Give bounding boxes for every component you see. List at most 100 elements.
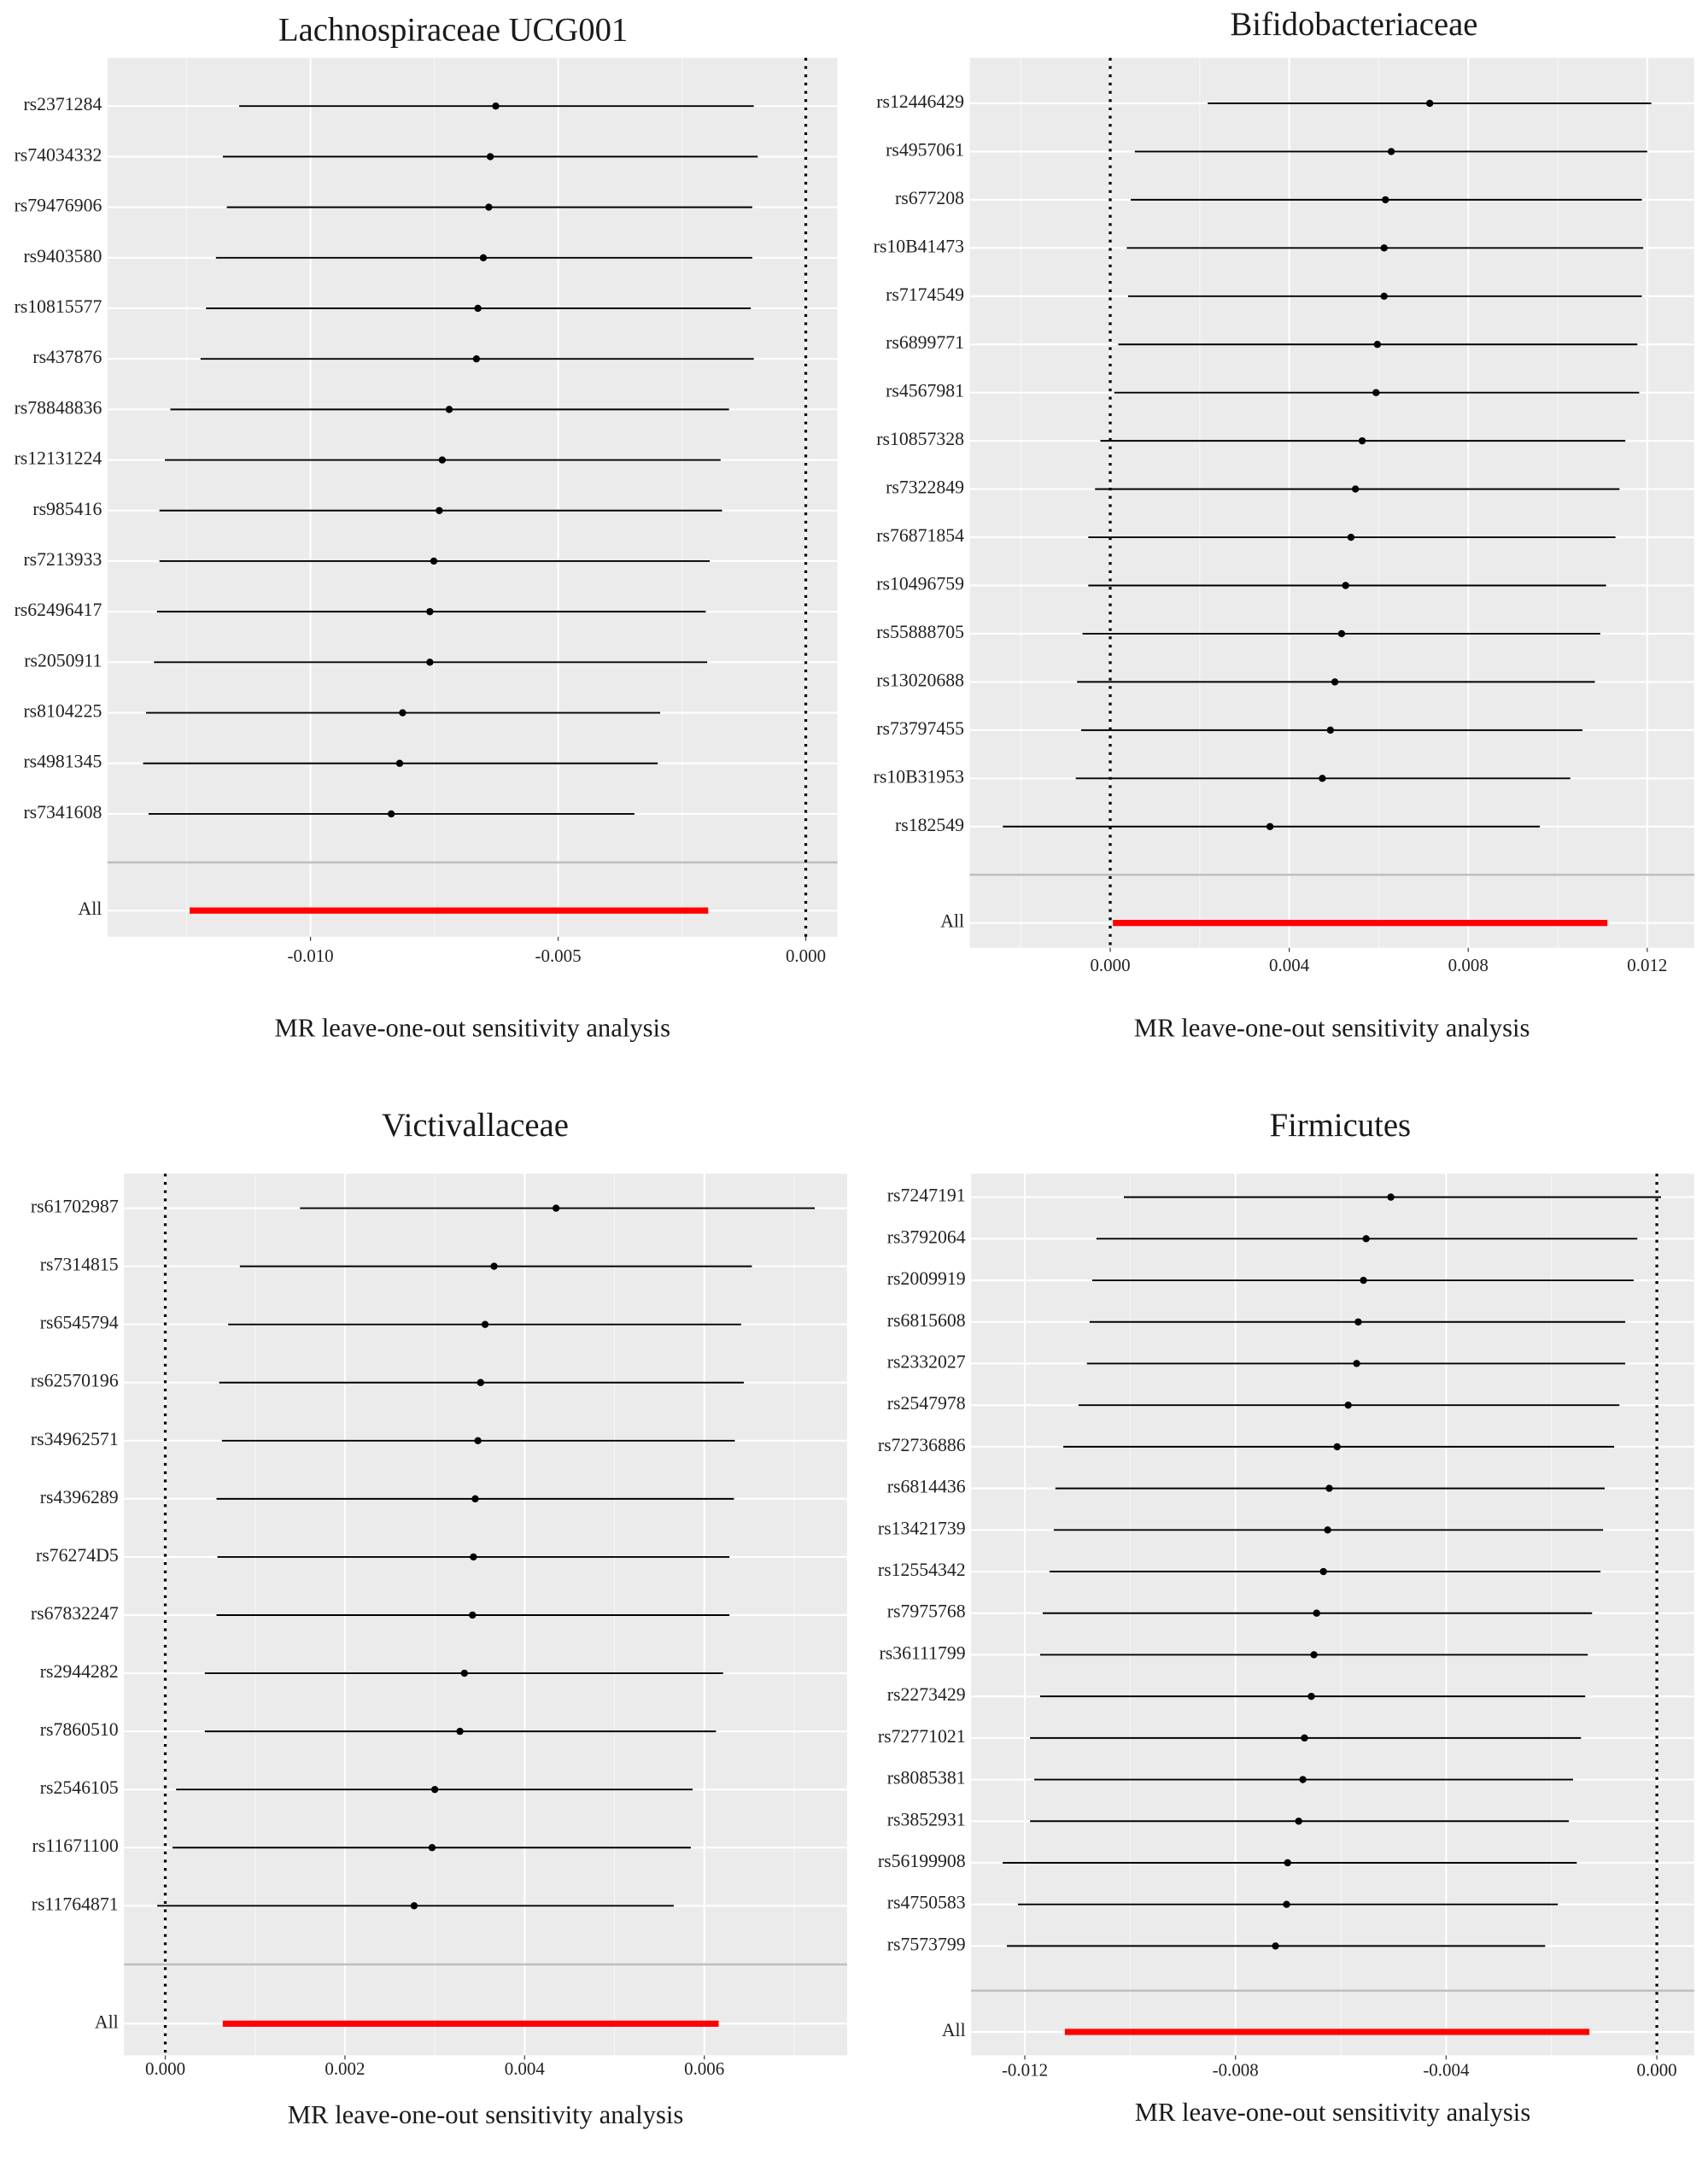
point-estimate (479, 254, 488, 261)
point-estimate (1380, 292, 1388, 300)
plot-background (107, 57, 838, 937)
row-label: rs62570196 (31, 1371, 119, 1391)
row-label: rs10496759 (876, 574, 964, 594)
point-estimate (395, 759, 404, 767)
point-estimate (1326, 726, 1335, 735)
row-label: rs12554342 (878, 1560, 966, 1580)
x-axis-title: MR leave-one-out sensitivity analysis (1135, 2098, 1531, 2127)
row-label: rs76274D5 (36, 1545, 119, 1566)
row-label: All (79, 899, 102, 919)
point-estimate (472, 354, 481, 363)
x-tick-label: 0.000 (786, 945, 826, 966)
point-estimate (481, 1320, 489, 1328)
point-estimate (428, 1844, 436, 1852)
row-label: rs4957061 (886, 139, 964, 160)
summary-estimate (1324, 2029, 1330, 2034)
x-tick-label: 0.012 (1627, 955, 1667, 975)
summary-estimate (468, 2021, 474, 2027)
point-estimate (1319, 775, 1326, 782)
row-label: rs7573799 (887, 1934, 966, 1954)
point-estimate (1342, 582, 1349, 589)
point-estimate (1299, 1776, 1307, 1783)
x-tick-label: -0.008 (1213, 2060, 1259, 2081)
point-estimate (1301, 1734, 1308, 1742)
point-estimate (1283, 1900, 1290, 1908)
row-label: rs9403580 (23, 246, 102, 266)
row-label: rs985416 (32, 499, 102, 519)
forest-panel: Bifidobacteriaceae MR leave-one-out sensi… (874, 7, 1694, 1042)
point-estimate (492, 102, 500, 110)
row-label: rs2050911 (24, 650, 102, 670)
row-label: rs55888705 (876, 622, 964, 642)
x-tick-label: 0.004 (505, 2058, 546, 2079)
row-label: rs7314815 (40, 1255, 119, 1275)
point-estimate (460, 1669, 469, 1677)
point-estimate (1307, 1692, 1315, 1701)
row-label: rs2009919 (887, 1268, 966, 1289)
row-label: rs10B31953 (874, 766, 965, 787)
point-estimate (430, 1785, 439, 1794)
plot-background (969, 57, 1694, 948)
row-label: rs4750583 (887, 1893, 966, 1913)
row-label: rs7975768 (887, 1601, 966, 1622)
row-label: rs78848836 (15, 397, 102, 418)
row-label: rs2332027 (887, 1351, 966, 1372)
row-label: rs10815577 (15, 296, 102, 317)
point-estimate (1324, 1526, 1331, 1534)
row-label: rs76871854 (876, 525, 964, 546)
row-label: rs677208 (895, 188, 964, 208)
x-tick-label: 0.002 (325, 2058, 365, 2079)
row-label: rs11764871 (32, 1894, 119, 1914)
summary-estimate (1358, 920, 1364, 926)
row-label: All (942, 2020, 966, 2040)
point-estimate (1319, 1567, 1327, 1576)
row-label: rs7247191 (887, 1185, 966, 1206)
point-estimate (552, 1204, 560, 1212)
row-label: All (95, 2011, 119, 2032)
forest-panel: Lachnospiraceae UCG001 MR leave-one-out s… (15, 13, 838, 1042)
point-estimate (1337, 629, 1346, 638)
point-estimate (1284, 1859, 1291, 1867)
row-label: rs61702987 (31, 1197, 119, 1217)
x-tick-label: 0.000 (1090, 955, 1130, 975)
row-label: rs7860510 (40, 1719, 119, 1740)
x-tick-label: 0.006 (684, 2058, 724, 2079)
row-label: rs7174549 (886, 284, 964, 305)
point-estimate (470, 1553, 477, 1561)
row-label: rs6545794 (40, 1313, 119, 1333)
row-label: rs7341608 (23, 802, 102, 822)
row-label: rs72736886 (878, 1435, 966, 1455)
point-estimate (490, 1262, 498, 1270)
row-label: rs4981345 (23, 752, 102, 772)
point-estimate (1310, 1651, 1318, 1659)
point-estimate (1354, 1318, 1362, 1326)
point-estimate (1425, 99, 1434, 108)
point-estimate (1347, 533, 1355, 542)
row-label: All (940, 911, 964, 932)
row-label: rs2944282 (40, 1661, 119, 1682)
point-estimate (387, 810, 395, 818)
row-label: rs4567981 (886, 381, 964, 401)
row-label: rs34962571 (31, 1429, 119, 1449)
point-estimate (1380, 244, 1388, 252)
point-estimate (474, 304, 482, 313)
row-label: rs3792064 (887, 1226, 966, 1247)
point-estimate (456, 1727, 464, 1736)
point-estimate (1360, 1276, 1367, 1285)
point-estimate (1333, 1443, 1341, 1451)
point-estimate (1372, 389, 1380, 396)
x-tick-label: 0.000 (1637, 2060, 1677, 2081)
x-tick-label: -0.005 (535, 945, 581, 966)
x-tick-label: 0.004 (1269, 955, 1310, 975)
point-estimate (1344, 1401, 1352, 1409)
point-estimate (1387, 148, 1395, 155)
point-estimate (477, 1379, 484, 1386)
point-estimate (1358, 436, 1366, 445)
panel-title: Bifidobacteriaceae (1230, 7, 1477, 43)
point-estimate (1387, 1193, 1395, 1201)
row-label: rs13020688 (876, 670, 964, 690)
row-label: rs182549 (895, 815, 964, 835)
x-tick-label: 0.000 (145, 2058, 185, 2079)
